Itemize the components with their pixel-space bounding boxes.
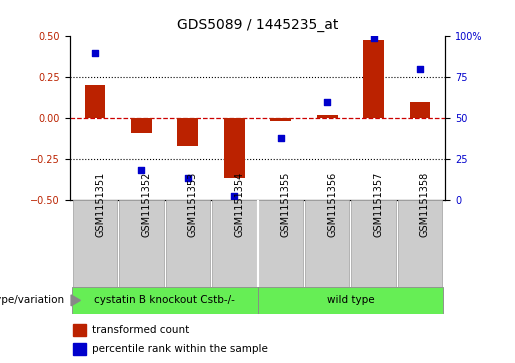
Bar	[317, 115, 337, 118]
Text: GSM1151354: GSM1151354	[234, 171, 244, 237]
Text: GSM1151353: GSM1151353	[188, 171, 198, 237]
Bar	[351, 200, 396, 287]
Bar	[305, 200, 349, 287]
Point	[277, 135, 285, 140]
Point	[416, 66, 424, 72]
Bar	[73, 200, 117, 287]
Bar	[258, 287, 443, 314]
Point	[91, 50, 99, 56]
Point	[138, 167, 146, 173]
Text: transformed count: transformed count	[92, 325, 190, 335]
Text: wild type: wild type	[327, 295, 374, 305]
Bar	[259, 200, 303, 287]
Bar	[409, 102, 431, 118]
Bar	[398, 200, 442, 287]
Text: GSM1151356: GSM1151356	[327, 171, 337, 237]
Text: genotype/variation: genotype/variation	[0, 295, 64, 305]
Bar	[131, 118, 152, 132]
Text: cystatin B knockout Cstb-/-: cystatin B knockout Cstb-/-	[94, 295, 235, 305]
Bar	[72, 287, 258, 314]
Point	[323, 99, 331, 105]
Text: GSM1151355: GSM1151355	[281, 171, 290, 237]
Bar	[270, 118, 291, 121]
Bar	[166, 200, 210, 287]
Point	[230, 193, 238, 199]
Bar	[119, 200, 164, 287]
Title: GDS5089 / 1445235_at: GDS5089 / 1445235_at	[177, 19, 338, 33]
Text: GSM1151357: GSM1151357	[373, 171, 384, 237]
Text: percentile rank within the sample: percentile rank within the sample	[92, 344, 268, 354]
Bar	[178, 118, 198, 146]
Bar	[363, 40, 384, 118]
Bar	[84, 85, 106, 118]
Text: GSM1151352: GSM1151352	[142, 171, 151, 237]
Bar	[224, 118, 245, 178]
Text: GSM1151358: GSM1151358	[420, 171, 430, 237]
Bar	[212, 200, 256, 287]
Point	[369, 35, 377, 41]
Bar	[73, 343, 87, 355]
Bar	[73, 324, 87, 336]
Point	[184, 175, 192, 181]
Text: GSM1151351: GSM1151351	[95, 171, 105, 237]
